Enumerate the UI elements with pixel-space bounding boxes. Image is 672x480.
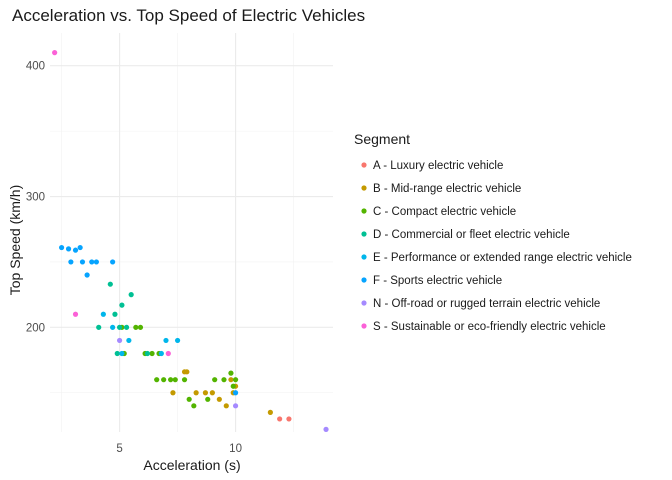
legend-label: B - Mid-range electric vehicle <box>373 183 521 195</box>
axis-ticks: 5 10 200 300 400 <box>26 61 242 455</box>
data-point <box>110 324 116 330</box>
data-point <box>202 390 209 396</box>
data-point <box>277 416 283 422</box>
y-tick-label: 400 <box>26 61 45 73</box>
data-point <box>158 350 164 357</box>
data-point <box>52 50 58 56</box>
data-point <box>323 426 329 432</box>
data-point <box>100 311 106 317</box>
data-point <box>79 259 86 265</box>
data-point <box>191 403 197 409</box>
data-point <box>126 337 132 344</box>
legend-label: C - Compact electric vehicle <box>373 206 516 218</box>
data-point <box>230 383 236 389</box>
data-point <box>128 292 134 298</box>
data-point <box>165 350 171 357</box>
data-point <box>114 350 120 357</box>
data-point <box>174 337 181 344</box>
data-point <box>110 259 116 265</box>
legend-label: A - Luxury electric vehicle <box>373 160 503 172</box>
data-point <box>161 377 167 383</box>
legend-key <box>361 162 367 168</box>
data-point <box>119 350 125 357</box>
data-point <box>119 302 125 308</box>
data-point <box>93 259 99 265</box>
data-point <box>154 377 160 383</box>
data-point <box>205 396 211 402</box>
legend-title: Segment <box>354 131 410 147</box>
data-point <box>170 390 176 396</box>
data-point <box>77 244 83 251</box>
legend-key <box>361 300 367 306</box>
legend: Segment A - Luxury electric vehicle B - M… <box>354 131 632 333</box>
data-point <box>68 259 74 265</box>
data-point <box>228 377 234 383</box>
data-point <box>232 390 239 396</box>
data-point <box>181 377 188 383</box>
data-point <box>216 396 222 402</box>
data-point <box>58 244 65 251</box>
data-points <box>52 50 329 432</box>
chart-title: Acceleration vs. Top Speed of Electric V… <box>12 6 366 25</box>
data-point <box>116 337 123 344</box>
data-point <box>163 337 169 344</box>
legend-label: E - Performance or extended range electr… <box>373 252 632 264</box>
data-point <box>65 246 72 252</box>
data-point <box>72 247 79 253</box>
data-point <box>144 350 151 357</box>
data-point <box>232 403 239 409</box>
data-point <box>96 324 102 330</box>
data-point <box>149 350 155 357</box>
y-tick-label: 200 <box>26 322 45 334</box>
data-point <box>223 403 229 409</box>
grid-lines <box>50 33 333 432</box>
data-point <box>123 324 130 330</box>
y-axis-title: Top Speed (km/h) <box>7 185 23 296</box>
legend-label: S - Sustainable or eco-friendly electric… <box>373 321 606 333</box>
legend-key <box>361 277 367 283</box>
legend-key <box>361 231 367 237</box>
data-point <box>72 311 79 317</box>
legend-label: N - Off-road or rugged terrain electric … <box>373 298 600 310</box>
data-point <box>137 324 144 330</box>
data-point <box>267 409 273 415</box>
data-point <box>172 377 178 383</box>
data-point <box>168 377 174 383</box>
data-point <box>228 370 234 376</box>
data-point <box>212 377 218 383</box>
legend-key <box>361 323 367 329</box>
x-tick-label: 5 <box>116 443 122 455</box>
data-point <box>184 369 190 375</box>
legend-key <box>361 254 367 260</box>
data-point <box>186 396 192 402</box>
data-point <box>221 377 227 383</box>
legend-label: F - Sports electric vehicle <box>373 275 502 287</box>
data-point <box>89 259 95 265</box>
x-axis-title: Acceleration (s) <box>143 457 240 473</box>
data-point <box>107 281 113 287</box>
data-point <box>209 390 215 396</box>
data-point <box>112 311 118 317</box>
data-point <box>286 416 292 422</box>
data-point <box>133 324 139 330</box>
data-point <box>84 272 90 278</box>
legend-key <box>361 185 367 191</box>
data-point <box>116 324 123 330</box>
x-tick-label: 10 <box>229 443 242 455</box>
data-point <box>193 390 199 396</box>
legend-label: D - Commercial or fleet electric vehicle <box>373 229 570 241</box>
y-tick-label: 300 <box>26 192 45 204</box>
data-point <box>232 377 239 383</box>
legend-key <box>361 208 367 214</box>
